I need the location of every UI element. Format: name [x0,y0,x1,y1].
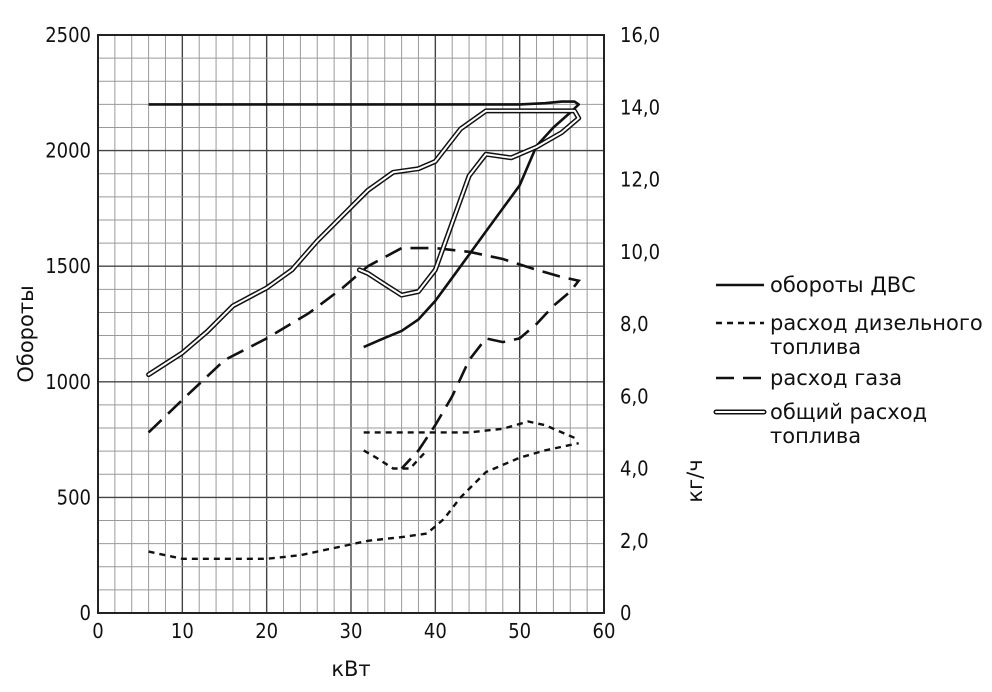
y-left-tick-label: 2500 [45,23,91,47]
series-diesel-consumption [148,420,580,560]
legend-label: топлива [770,424,861,448]
y-left-tick-label: 2000 [45,139,91,163]
y-left-tick-label: 1500 [45,254,91,278]
legend-label: обороты ДВС [770,273,916,297]
y-right-tick-label: 16,0 [620,23,660,47]
grid [98,35,604,613]
x-tick-label: 60 [593,619,616,643]
x-tick-label: 40 [424,619,447,643]
plot-frame [97,34,605,614]
y-right-tick-label: 0 [620,601,631,625]
legend-label: общий расход [770,400,927,424]
tick-labels: 0 10 20 30 40 50 600500100015002000250002,04,0… [45,23,660,643]
series-gas-consumption-line [147,246,581,470]
y-right-tick-label: 2,0 [620,529,649,553]
legend-label: расход дизельного [770,311,983,335]
plot-border [97,34,605,614]
x-tick-label: 10 [171,619,194,643]
y-left-tick-label: 0 [80,601,91,625]
x-tick-label: 50 [508,619,531,643]
x-tick-label: 0 [92,619,103,643]
series-total-consumption-line-inner [147,109,580,376]
series-lines [146,100,582,560]
y-right-tick-label: 8,0 [620,312,649,336]
legend-item-engine-speed: обороты ДВС [716,273,916,297]
y-right-tick-label: 14,0 [620,95,660,119]
series-diesel-consumption-upper-line [363,420,580,441]
legend-label: топлива [770,335,861,359]
y-right-tick-label: 10,0 [620,240,660,264]
x-axis-title: кВт [331,657,370,681]
series-engine-speed-line [148,100,580,349]
series-diesel-consumption-hook-line [363,449,428,470]
y-right-tick-label: 12,0 [620,168,660,192]
legend-label: расход газа [770,366,902,390]
series-gas-consumption [147,246,581,470]
y-right-tick-label: 4,0 [620,457,649,481]
y-right-tick-label: 6,0 [620,384,649,408]
series-diesel-consumption-lower-line [148,442,579,560]
y-left-tick-label: 1000 [45,370,91,394]
axis-titles: кВт Обороты кг/ч [14,285,707,681]
y-left-tick-label: 500 [57,485,91,509]
x-tick-label: 30 [340,619,363,643]
y-left-axis-title: Обороты [14,285,38,382]
x-tick-label: 20 [255,619,278,643]
series-total-consumption [146,108,582,378]
series-engine-speed [148,100,580,349]
legend-item-gas-consumption: расход газа [716,366,902,390]
y-right-axis-title: кг/ч [683,459,707,502]
